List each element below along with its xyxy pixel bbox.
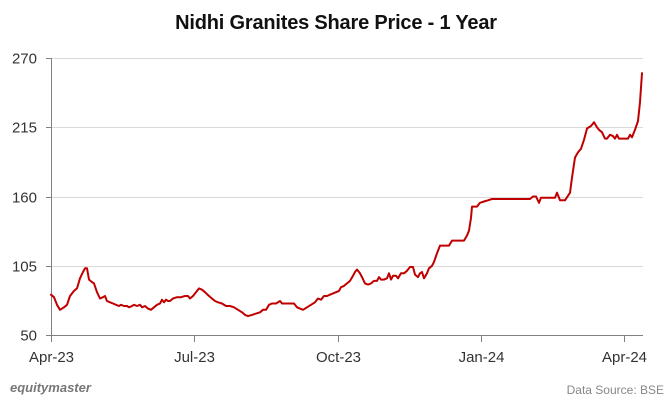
equitymaster-logo: equitymaster <box>10 380 91 395</box>
x-axis: Apr-23 Jul-23 Oct-23 Jan-24 Apr-24 <box>29 335 647 366</box>
x-tick-label: Apr-24 <box>602 349 647 366</box>
data-source-label: Data Source: BSE <box>566 383 664 397</box>
x-tick-label: Apr-23 <box>29 349 74 366</box>
y-tick-label: 160 <box>12 190 37 207</box>
y-tick-label: 50 <box>20 328 37 345</box>
x-tick-label: Oct-23 <box>316 349 361 366</box>
y-axis: 50 105 160 215 270 <box>12 51 52 345</box>
price-line <box>50 72 643 318</box>
x-tick-label: Jul-23 <box>174 349 215 366</box>
x-tick-label: Jan-24 <box>459 349 505 366</box>
y-tick-label: 270 <box>12 51 37 68</box>
y-tick-label: 105 <box>12 259 37 276</box>
y-tick-label: 215 <box>12 120 37 137</box>
gridlines <box>51 58 643 267</box>
chart-title: Nidhi Granites Share Price - 1 Year <box>175 12 497 34</box>
